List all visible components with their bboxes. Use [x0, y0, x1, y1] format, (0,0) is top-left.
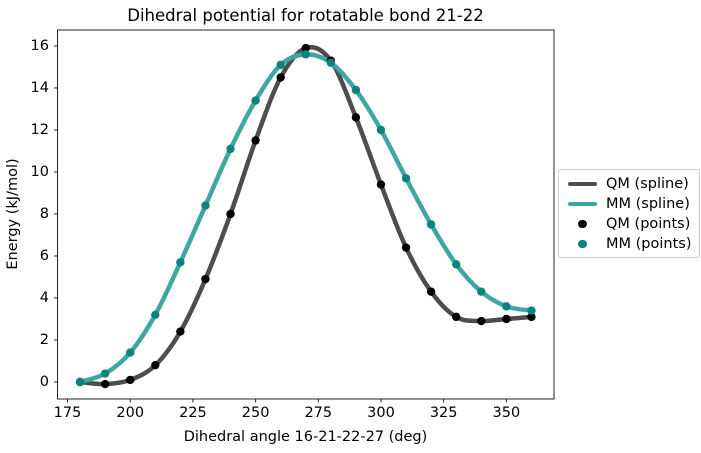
- mm-points--marker: [226, 144, 235, 154]
- mm-points--marker: [426, 220, 436, 229]
- mm-points--marker: [351, 85, 361, 95]
- qm-spline--curve: [77, 44, 534, 387]
- legend-line-sample: [568, 201, 597, 207]
- line-swatch-icon: [568, 181, 597, 187]
- qm-points--marker: [151, 360, 160, 370]
- dot-swatch-icon: [578, 239, 587, 249]
- qm-points--marker: [226, 209, 235, 219]
- y-tick-label: 10: [30, 163, 49, 180]
- y-tick-label: 8: [39, 205, 49, 222]
- x-tick-label: 250: [241, 405, 270, 421]
- dot-swatch-icon: [578, 219, 587, 229]
- legend-label: QM (points): [606, 216, 691, 232]
- y-tick-label: 0: [39, 373, 49, 390]
- qm-points--marker: [176, 327, 185, 336]
- qm-points--marker: [126, 375, 135, 385]
- qm-points--marker: [251, 136, 260, 145]
- x-tick-label: 275: [304, 405, 333, 421]
- legend-label: MM (spline): [606, 196, 690, 212]
- y-tick-label: 2: [39, 331, 49, 348]
- legend-dot-sample: [568, 219, 597, 229]
- y-tick-label: 14: [30, 79, 49, 96]
- axes-spines: [57, 29, 555, 400]
- legend: QM (spline) MM (spline) QM (points) MM (poi…: [558, 169, 700, 258]
- mm-points--marker: [151, 310, 160, 319]
- qm-points--marker: [502, 314, 511, 324]
- y-tick-label: 16: [30, 37, 49, 54]
- mm-spline--curve: [77, 52, 534, 385]
- mm-points--marker: [527, 306, 536, 315]
- y-tick-label: 4: [39, 289, 49, 306]
- qm-points--marker: [276, 73, 285, 82]
- legend-label: QM (spline): [606, 176, 689, 192]
- qm-points--marker: [201, 274, 210, 284]
- line-swatch-icon: [568, 201, 597, 207]
- qm-points--marker: [426, 287, 436, 296]
- legend-item: QM (spline): [568, 174, 699, 194]
- qm-points--marker: [527, 312, 536, 322]
- mm-points--marker: [201, 201, 210, 210]
- mm-points--marker: [251, 96, 260, 105]
- legend-item: MM (points): [568, 234, 699, 254]
- x-axis-label: Dihedral angle 16-21-22-27 (deg): [183, 429, 428, 445]
- mm-points--marker: [401, 174, 411, 183]
- mm-points--marker: [477, 287, 486, 296]
- qm-points--marker: [376, 180, 386, 189]
- mm-points--marker: [502, 302, 511, 311]
- mm-points--marker: [75, 377, 85, 387]
- x-tick-label: 300: [367, 405, 395, 421]
- mm-points--marker: [301, 50, 310, 59]
- y-tick-label: 6: [39, 247, 49, 264]
- mm-points--marker: [176, 258, 185, 267]
- legend-item: MM (spline): [568, 194, 699, 214]
- qm-points--marker: [477, 316, 486, 326]
- x-tick-label: 325: [429, 405, 458, 421]
- legend-item: QM (points): [568, 214, 699, 234]
- mm-points--marker: [376, 125, 386, 135]
- qm-points--marker: [452, 312, 461, 322]
- mm-points--marker: [100, 369, 110, 378]
- y-tick-label: 12: [30, 121, 49, 138]
- mm-points--marker: [276, 60, 285, 70]
- qm-points--marker: [100, 379, 110, 389]
- legend-line-sample: [568, 181, 597, 187]
- x-tick-label: 175: [53, 405, 82, 421]
- x-tick-label: 200: [116, 405, 145, 421]
- legend-dot-sample: [568, 239, 597, 249]
- mm-points--marker: [126, 348, 135, 357]
- mm-points--marker: [326, 58, 336, 67]
- qm-points--marker: [301, 43, 310, 53]
- qm-points--marker: [351, 113, 361, 122]
- qm-points--marker: [401, 243, 411, 252]
- x-tick-label: 225: [179, 405, 207, 421]
- chart-title: Dihedral potential for rotatable bond 21…: [127, 6, 484, 25]
- mm-points--marker: [452, 260, 461, 269]
- legend-label: MM (points): [606, 236, 692, 252]
- x-tick-label: 350: [492, 405, 521, 421]
